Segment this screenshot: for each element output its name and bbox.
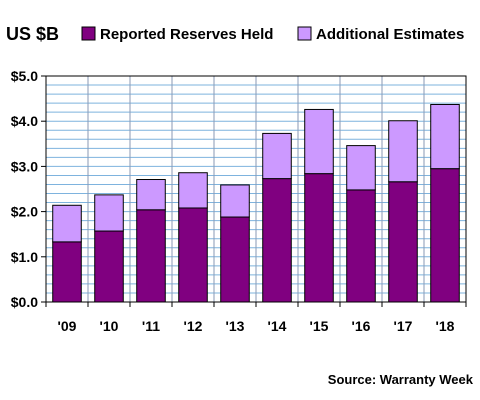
bar-segment-reported bbox=[388, 181, 418, 303]
x-tick-label: '12 bbox=[184, 318, 203, 334]
x-axis-tick-labels: '09 '10 '11 '12 '13 '14 '15 '16 '17 '18 bbox=[58, 318, 455, 334]
x-tick-label: '11 bbox=[142, 318, 160, 334]
x-tick-label: '09 bbox=[58, 318, 77, 334]
bar-segment-reported bbox=[178, 207, 208, 303]
bar-segment-reported bbox=[94, 230, 124, 303]
bar-segment-reported bbox=[262, 178, 292, 303]
bar-segment-additional bbox=[430, 103, 460, 170]
bar-segment-reported bbox=[220, 216, 250, 303]
bar-segment-additional bbox=[388, 120, 418, 183]
legend-label-additional: Additional Estimates bbox=[316, 26, 464, 43]
legend-label-reported: Reported Reserves Held bbox=[100, 26, 273, 43]
source-note: Source: Warranty Week bbox=[328, 372, 474, 387]
bar-segment-additional bbox=[52, 204, 82, 243]
bar-segment-additional bbox=[304, 108, 334, 175]
x-tick-label: '15 bbox=[310, 318, 329, 334]
bar-segment-reported bbox=[52, 241, 82, 303]
y-tick-label: $2.0 bbox=[11, 204, 38, 220]
y-tick-label: $0.0 bbox=[11, 294, 38, 310]
y-axis-tick-labels: $0.0 $1.0 $2.0 $3.0 $4.0 $5.0 bbox=[11, 68, 38, 310]
x-tick-label: '13 bbox=[226, 318, 245, 334]
bar-segment-additional bbox=[136, 179, 166, 211]
y-tick-label: $1.0 bbox=[11, 249, 38, 265]
y-tick-label: $4.0 bbox=[11, 113, 38, 129]
bar-segment-additional bbox=[262, 132, 292, 180]
bar-segment-reported bbox=[136, 209, 166, 303]
x-tick-label: '16 bbox=[352, 318, 371, 334]
x-tick-label: '18 bbox=[436, 318, 455, 334]
bar-segment-reported bbox=[346, 189, 376, 303]
axes bbox=[41, 75, 467, 307]
bars bbox=[52, 103, 460, 303]
bar-segment-additional bbox=[94, 194, 124, 232]
x-tick-label: '10 bbox=[100, 318, 119, 334]
bar-segment-reported bbox=[430, 168, 460, 303]
x-tick-label: '14 bbox=[268, 318, 287, 334]
bar-segment-additional bbox=[346, 145, 376, 191]
chart-title: US $B bbox=[6, 24, 59, 44]
legend-swatch-reported bbox=[81, 26, 96, 41]
bar-segment-reported bbox=[304, 173, 334, 303]
y-tick-label: $5.0 bbox=[11, 68, 38, 84]
y-tick-label: $3.0 bbox=[11, 158, 38, 174]
x-tick-label: '17 bbox=[394, 318, 413, 334]
bar-segment-additional bbox=[220, 184, 250, 218]
legend-swatch-additional bbox=[297, 26, 312, 41]
bar-segment-additional bbox=[178, 172, 208, 209]
